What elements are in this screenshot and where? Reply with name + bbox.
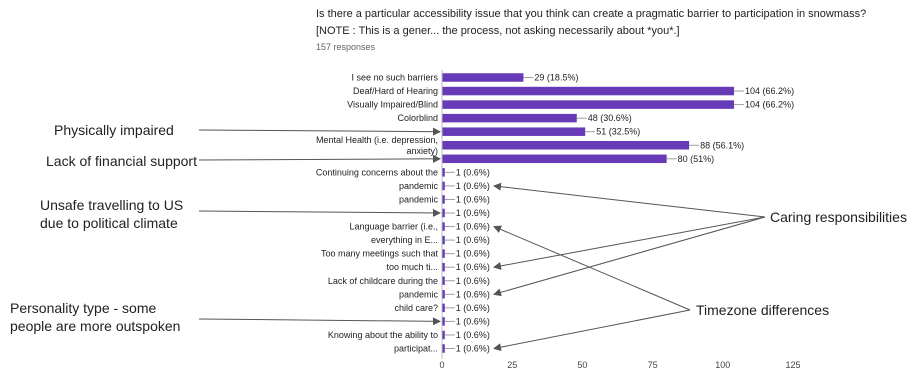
category-label: Language barrier (i.e., bbox=[349, 222, 438, 232]
data-label: 104 (66.2%) bbox=[745, 86, 794, 96]
bar bbox=[442, 303, 445, 313]
annotation-arrow bbox=[198, 127, 441, 136]
data-label: 1 (0.6%) bbox=[456, 276, 490, 286]
bar bbox=[442, 290, 445, 299]
annotation-arrow bbox=[493, 182, 766, 218]
category-label: I see no such barriers bbox=[351, 73, 438, 83]
annotation-arrow bbox=[493, 309, 691, 352]
annotation-arrow bbox=[198, 208, 441, 217]
bar bbox=[442, 73, 524, 82]
category-label: participat... bbox=[394, 344, 438, 354]
bar bbox=[442, 344, 445, 353]
category-label: Lack of childcare during the bbox=[328, 276, 438, 286]
data-label: 104 (66.2%) bbox=[745, 100, 794, 110]
bar bbox=[442, 208, 445, 218]
bar bbox=[442, 127, 586, 136]
data-label: 1 (0.6%) bbox=[456, 222, 490, 232]
bar bbox=[442, 222, 445, 231]
data-label: 29 (18.5%) bbox=[534, 73, 578, 83]
question-title: Is there a particular accessibility issu… bbox=[316, 8, 867, 37]
bar bbox=[442, 168, 445, 177]
data-label: 1 (0.6%) bbox=[456, 235, 490, 245]
annotation-label: Physically impaired bbox=[54, 122, 174, 138]
data-label: 1 (0.6%) bbox=[456, 249, 490, 259]
bar bbox=[442, 154, 667, 164]
data-label: 1 (0.6%) bbox=[456, 167, 490, 177]
response-count: 157 responses bbox=[316, 42, 376, 52]
category-label: Visually Impaired/Blind bbox=[347, 100, 438, 110]
annotation-label: Lack of financial support bbox=[46, 153, 197, 169]
bar bbox=[442, 235, 445, 245]
category-label: pandemic bbox=[399, 289, 439, 299]
data-label: 51 (32.5%) bbox=[596, 127, 640, 137]
category-label: Mental Health (i.e. depression, anxiety) bbox=[316, 135, 438, 156]
x-axis: 0 25 50 75 100 125 bbox=[439, 70, 801, 370]
bar bbox=[442, 276, 445, 285]
data-label: 1 (0.6%) bbox=[456, 194, 490, 204]
data-label: 1 (0.6%) bbox=[456, 303, 490, 313]
bar bbox=[442, 181, 445, 191]
x-tick-label: 125 bbox=[785, 360, 800, 370]
annotation-label: Caring responsibilities bbox=[770, 209, 907, 225]
x-tick-label: 100 bbox=[715, 360, 730, 370]
data-label: 1 (0.6%) bbox=[456, 289, 490, 299]
annotation-arrow bbox=[493, 216, 766, 270]
category-label: pandemic bbox=[399, 194, 439, 204]
annotation-label: Unsafe travelling to US due to political … bbox=[40, 197, 184, 231]
data-label: 1 (0.6%) bbox=[456, 344, 490, 354]
x-tick-label: 25 bbox=[507, 360, 517, 370]
annotation-arrow bbox=[198, 154, 441, 163]
annotation-arrow bbox=[493, 225, 691, 311]
data-label: 1 (0.6%) bbox=[456, 330, 490, 340]
bar bbox=[442, 100, 735, 109]
bar bbox=[442, 317, 445, 326]
bar bbox=[442, 262, 445, 272]
category-label: child care? bbox=[394, 303, 438, 313]
bar bbox=[442, 330, 445, 340]
bar bbox=[442, 195, 445, 204]
annotation-label: Personality type - some people are more o… bbox=[10, 300, 181, 334]
x-tick-label: 75 bbox=[648, 360, 658, 370]
annotation-arrows bbox=[198, 127, 766, 352]
data-label: 88 (56.1%) bbox=[700, 140, 744, 150]
category-label: Too many meetings such that bbox=[321, 249, 439, 259]
category-label: Deaf/Hard of Hearing bbox=[353, 86, 438, 96]
bar bbox=[442, 113, 577, 123]
bar bbox=[442, 86, 735, 96]
annotation-label: Timezone differences bbox=[696, 302, 830, 318]
data-label: 48 (30.6%) bbox=[588, 113, 632, 123]
data-label: 80 (51%) bbox=[678, 154, 715, 164]
category-label: pandemic bbox=[399, 181, 439, 191]
data-label: 1 (0.6%) bbox=[456, 316, 490, 326]
bar bbox=[442, 141, 690, 150]
x-tick-label: 50 bbox=[577, 360, 587, 370]
data-label: 1 (0.6%) bbox=[456, 208, 490, 218]
data-label: 1 (0.6%) bbox=[456, 262, 490, 272]
annotation-arrow bbox=[493, 216, 766, 297]
bars: 29 (18.5%) I see no such barriers 104 (66.… bbox=[316, 73, 794, 354]
category-label: Colorblind bbox=[397, 113, 438, 123]
category-label: everything in E... bbox=[371, 235, 438, 245]
data-label: 1 (0.6%) bbox=[456, 181, 490, 191]
x-tick-label: 0 bbox=[439, 360, 444, 370]
annotation-arrow bbox=[198, 317, 441, 326]
bar bbox=[442, 249, 445, 258]
category-label: Continuing concerns about the bbox=[316, 167, 438, 177]
category-label: Knowing about the ability to bbox=[328, 330, 438, 340]
category-label: too much ti... bbox=[386, 262, 438, 272]
